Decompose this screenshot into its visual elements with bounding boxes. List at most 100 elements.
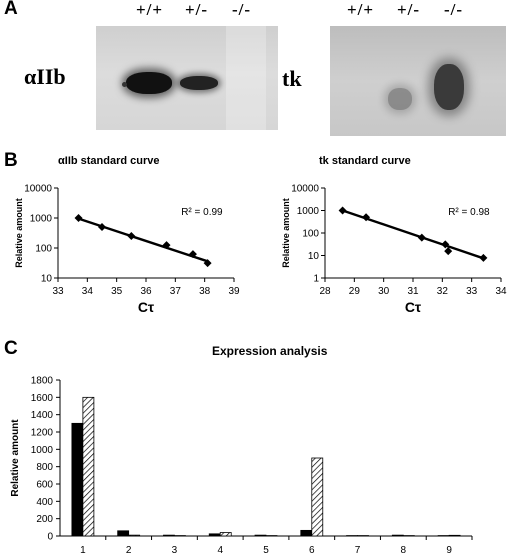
x-tick-label: 34: [82, 286, 94, 297]
y-tick-label: 10: [308, 251, 320, 262]
data-point: [441, 240, 450, 249]
data-point: [444, 247, 453, 256]
gel-band: [126, 72, 172, 94]
bar: [391, 534, 404, 537]
y-tick-label: 400: [36, 497, 53, 508]
category-label: 6: [309, 545, 315, 556]
r-squared-annotation: R² = 0.99: [181, 207, 223, 218]
left-gel-lane-2-label: +/-: [185, 0, 209, 19]
y-tick-label: 200: [36, 514, 53, 525]
bar: [71, 422, 84, 537]
x-tick-label: 29: [349, 286, 361, 297]
category-label: 7: [355, 545, 361, 556]
left-gel-lane-1-label: +/+: [136, 0, 164, 19]
right-gel-gene-label: tk: [282, 66, 302, 91]
x-tick-label: 36: [140, 286, 152, 297]
bar: [219, 532, 232, 537]
y-tick-label: 10000: [24, 184, 52, 195]
y-tick-label: 100: [35, 244, 52, 255]
x-tick-label: 31: [407, 286, 419, 297]
panel-c-letter: C: [4, 338, 18, 359]
data-point: [362, 213, 371, 222]
x-tick-label: 38: [199, 286, 211, 297]
expression-analysis-title: Expression analysis: [212, 344, 328, 358]
fit-line: [78, 217, 208, 263]
r-squared-annotation: R² = 0.98: [448, 207, 490, 218]
category-label: 4: [217, 545, 223, 556]
bar: [117, 530, 130, 537]
bar: [174, 535, 186, 537]
y-axis-label: Relative amount: [10, 419, 21, 497]
bar: [208, 533, 221, 537]
y-tick-label: 1600: [31, 393, 54, 404]
gel-spot: [122, 82, 127, 87]
y-tick-label: 0: [47, 532, 53, 543]
y-tick-label: 600: [36, 480, 53, 491]
x-tick-label: 33: [466, 286, 478, 297]
tk-curve-title: tk standard curve: [319, 155, 411, 167]
x-tick-label: 34: [495, 286, 507, 297]
bar: [128, 534, 141, 537]
x-axis-label: Cτ: [138, 299, 155, 315]
bar: [311, 457, 324, 537]
left-gel-lane-3-label: -/-: [232, 0, 252, 19]
bar: [265, 535, 278, 537]
data-point: [162, 241, 171, 250]
left-gel-gene-label: αIIb: [24, 64, 66, 89]
expression-analysis-chart: 0 200 400 600 800 1000 1200 1400 1600 1800 1 2 3 4 5 6 7…: [10, 376, 473, 556]
gel-band: [434, 64, 464, 110]
gel-lane-shadow: [226, 26, 266, 130]
y-tick-label: 1000: [297, 206, 320, 217]
category-label: 5: [263, 545, 269, 556]
x-axis-label: Cτ: [405, 299, 422, 315]
category-label: 1: [80, 545, 86, 556]
bar: [82, 396, 95, 537]
bar: [448, 534, 461, 537]
x-tick-label: 37: [170, 286, 182, 297]
bar: [163, 534, 175, 537]
category-label: 3: [172, 545, 178, 556]
panel-b-letter: B: [4, 150, 18, 171]
data-point: [417, 233, 426, 242]
data-point: [74, 214, 83, 222]
category-label: 2: [126, 545, 132, 556]
right-gel-lane-3-label: -/-: [444, 0, 464, 19]
right-gel-image: [330, 26, 506, 136]
data-point: [338, 206, 347, 215]
category-label: 9: [446, 545, 452, 556]
y-tick-label: 1800: [31, 376, 54, 387]
x-tick-label: 33: [52, 286, 64, 297]
left-gel-image: [96, 26, 278, 130]
aiib-standard-curve-chart: 10 100 1000 10000 33 34 35 36 37 38 39 R² = 0.99 Rel…: [14, 184, 240, 316]
y-axis-label: Relative amount: [281, 198, 291, 268]
y-tick-label: 1000: [30, 214, 53, 225]
y-tick-label: 1200: [31, 428, 54, 439]
bar: [437, 535, 450, 537]
y-tick-label: 800: [36, 462, 53, 473]
x-tick-label: 32: [437, 286, 449, 297]
data-point: [479, 253, 488, 262]
data-point: [188, 250, 197, 259]
bar: [300, 529, 313, 537]
right-gel-lane-1-label: +/+: [347, 0, 375, 19]
data-point: [127, 232, 136, 241]
gel-band: [388, 88, 412, 110]
bar: [357, 535, 369, 537]
panel-a-letter: A: [4, 0, 18, 19]
y-axis-label: Relative amount: [14, 198, 24, 268]
x-tick-label: 39: [228, 286, 240, 297]
y-tick-label: 1000: [31, 445, 54, 456]
data-point: [98, 223, 106, 232]
y-tick-label: 1400: [31, 410, 54, 421]
y-tick-label: 10000: [291, 184, 319, 195]
y-tick-label: 1: [313, 274, 319, 285]
x-tick-label: 30: [378, 286, 390, 297]
right-gel-lane-2-label: +/-: [397, 0, 421, 19]
tk-standard-curve-chart: 1 10 100 1000 10000 28 29 30 31 32 33 34 R² = 0.98 Re…: [281, 184, 507, 316]
bar: [346, 535, 358, 537]
aiib-curve-title: αIIb standard curve: [58, 155, 160, 167]
x-tick-label: 35: [111, 286, 123, 297]
y-tick-label: 100: [302, 229, 319, 240]
bar: [254, 534, 267, 537]
x-tick-label: 28: [319, 286, 331, 297]
